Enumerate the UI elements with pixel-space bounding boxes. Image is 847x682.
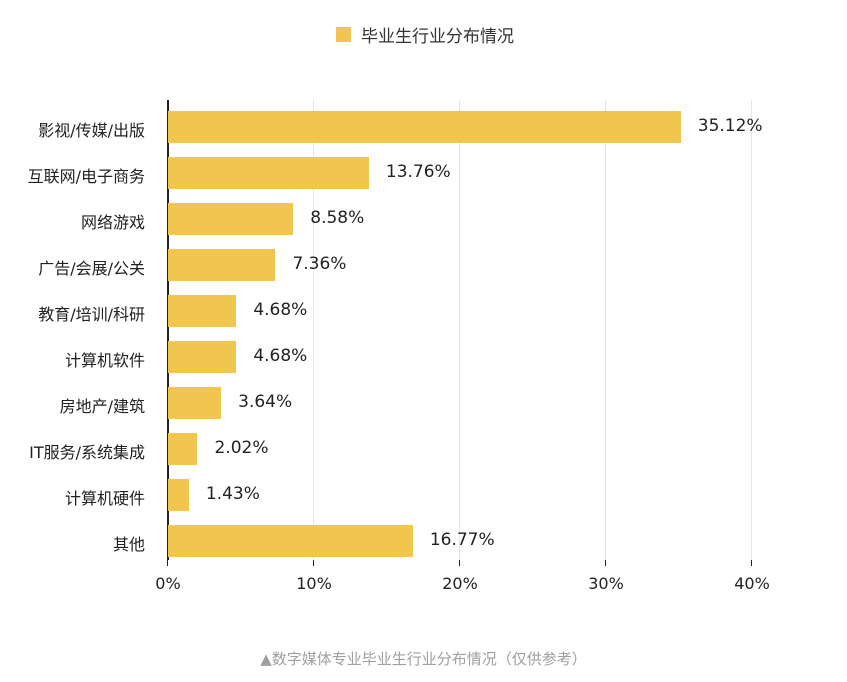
x-tick-mark — [459, 560, 460, 566]
category-label: 互联网/电子商务 — [27, 167, 145, 186]
category-label: 影视/传媒/出版 — [38, 121, 145, 140]
category-label: IT服务/系统集成 — [29, 443, 145, 462]
chart-legend: 毕业生行业分布情况 — [336, 22, 514, 47]
bar — [168, 203, 294, 235]
legend-label: 毕业生行业分布情况 — [361, 27, 514, 47]
category-label: 教育/培训/科研 — [38, 305, 145, 324]
x-tick-mark — [313, 560, 314, 566]
bar — [168, 341, 237, 373]
bar-value-label: 8.58% — [310, 208, 365, 228]
category-label: 房地产/建筑 — [59, 397, 145, 416]
x-tick-label: 10% — [296, 574, 332, 593]
x-tick-mark — [605, 560, 606, 566]
gridline — [751, 100, 752, 560]
bar-value-label: 4.68% — [253, 300, 308, 320]
plot-area: 35.12% 13.76% 8.58% 7.36% 4.68% 4.68% 3.64% 2.0… — [167, 100, 767, 560]
gridline — [459, 100, 460, 560]
bar — [168, 249, 276, 281]
gridline — [313, 100, 314, 560]
category-label: 广告/会展/公关 — [38, 259, 145, 278]
bar — [168, 525, 413, 557]
bar-value-label: 1.43% — [205, 484, 260, 504]
category-label: 计算机软件 — [64, 351, 145, 370]
category-label: 其他 — [112, 535, 145, 554]
bar-value-label: 4.68% — [253, 346, 308, 366]
category-label: 网络游戏 — [80, 213, 145, 232]
bar-value-label: 16.77% — [429, 530, 495, 550]
bar — [168, 157, 369, 189]
bar — [168, 479, 189, 511]
bar-value-label: 35.12% — [697, 116, 763, 136]
x-tick-mark — [751, 560, 752, 566]
gridline — [605, 100, 606, 560]
bar — [168, 387, 222, 419]
bar-value-label: 3.64% — [238, 392, 293, 412]
bar — [168, 111, 681, 143]
x-tick-label: 40% — [734, 574, 770, 593]
bar-value-label: 2.02% — [214, 438, 269, 458]
bar — [168, 295, 237, 327]
category-label: 计算机硬件 — [64, 489, 145, 508]
bar — [168, 433, 198, 465]
legend-swatch — [336, 27, 351, 42]
y-axis-line — [167, 100, 169, 560]
x-tick-mark — [167, 560, 168, 566]
x-tick-label: 30% — [588, 574, 624, 593]
bar-value-label: 7.36% — [292, 254, 347, 274]
x-tick-label: 20% — [442, 574, 478, 593]
chart-caption: ▲数字媒体专业毕业生行业分布情况（仅供参考） — [260, 650, 587, 668]
bar-value-label: 13.76% — [385, 162, 451, 182]
x-tick-label: 0% — [155, 574, 181, 593]
